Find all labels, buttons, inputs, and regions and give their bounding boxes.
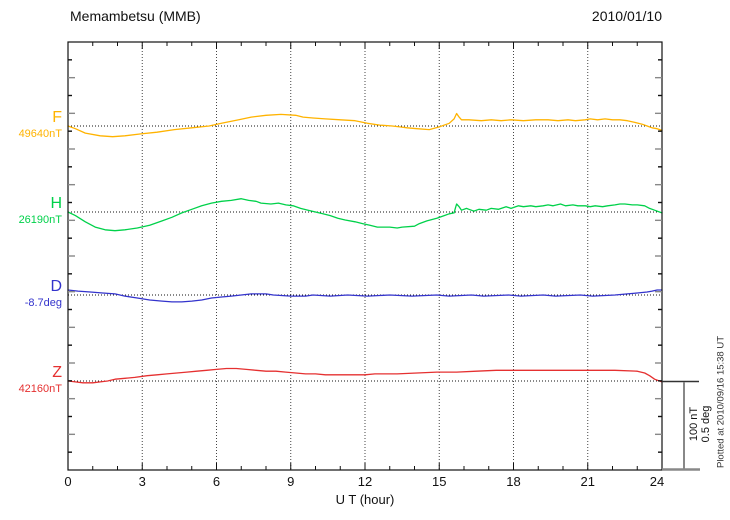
x-tick-label-6: 6	[212, 474, 221, 489]
channel-baseline-F: 49640nT	[18, 128, 62, 140]
channel-label-Z: Z	[52, 364, 62, 381]
tick-layer	[68, 42, 662, 470]
scale-bar-label-deg: 0.5 deg	[700, 405, 712, 443]
scale-bar-label: 100 nT 0.5 deg	[688, 406, 712, 443]
channel-label-H: H	[50, 195, 62, 212]
x-tick-label-21: 21	[580, 474, 595, 489]
plot-date: 2010/01/10	[591, 8, 662, 24]
station-title: Memambetsu (MMB)	[70, 8, 201, 24]
scale-bar-label-nt: 100 nT	[688, 406, 700, 442]
channel-baseline-D: -8.7deg	[24, 297, 62, 309]
plotted-at-footnote: Plotted at 2010/09/16 15:38 UT	[715, 335, 727, 469]
x-tick-label-15: 15	[432, 474, 447, 489]
channel-label-D: D	[50, 278, 62, 295]
trace-F	[67, 112, 663, 138]
channel-baseline-H: 26190nT	[18, 214, 62, 226]
trace-Z	[67, 367, 663, 384]
x-tick-label-3: 3	[138, 474, 146, 489]
trace-H	[67, 198, 663, 232]
series-layer	[67, 112, 663, 384]
x-tick-label-18: 18	[506, 474, 521, 489]
trace-D	[67, 289, 663, 303]
channel-label-F: F	[52, 109, 62, 126]
x-tick-label-12: 12	[357, 474, 373, 489]
x-tick-label-24: 24	[649, 474, 665, 489]
grid-layer	[141, 42, 589, 470]
x-tick-label-9: 9	[287, 474, 295, 489]
baseline-layer	[68, 125, 662, 382]
x-tick-label-0: 0	[64, 474, 72, 489]
x-axis-title: U T (hour)	[335, 492, 395, 507]
channel-baseline-Z: 42160nT	[18, 383, 62, 395]
